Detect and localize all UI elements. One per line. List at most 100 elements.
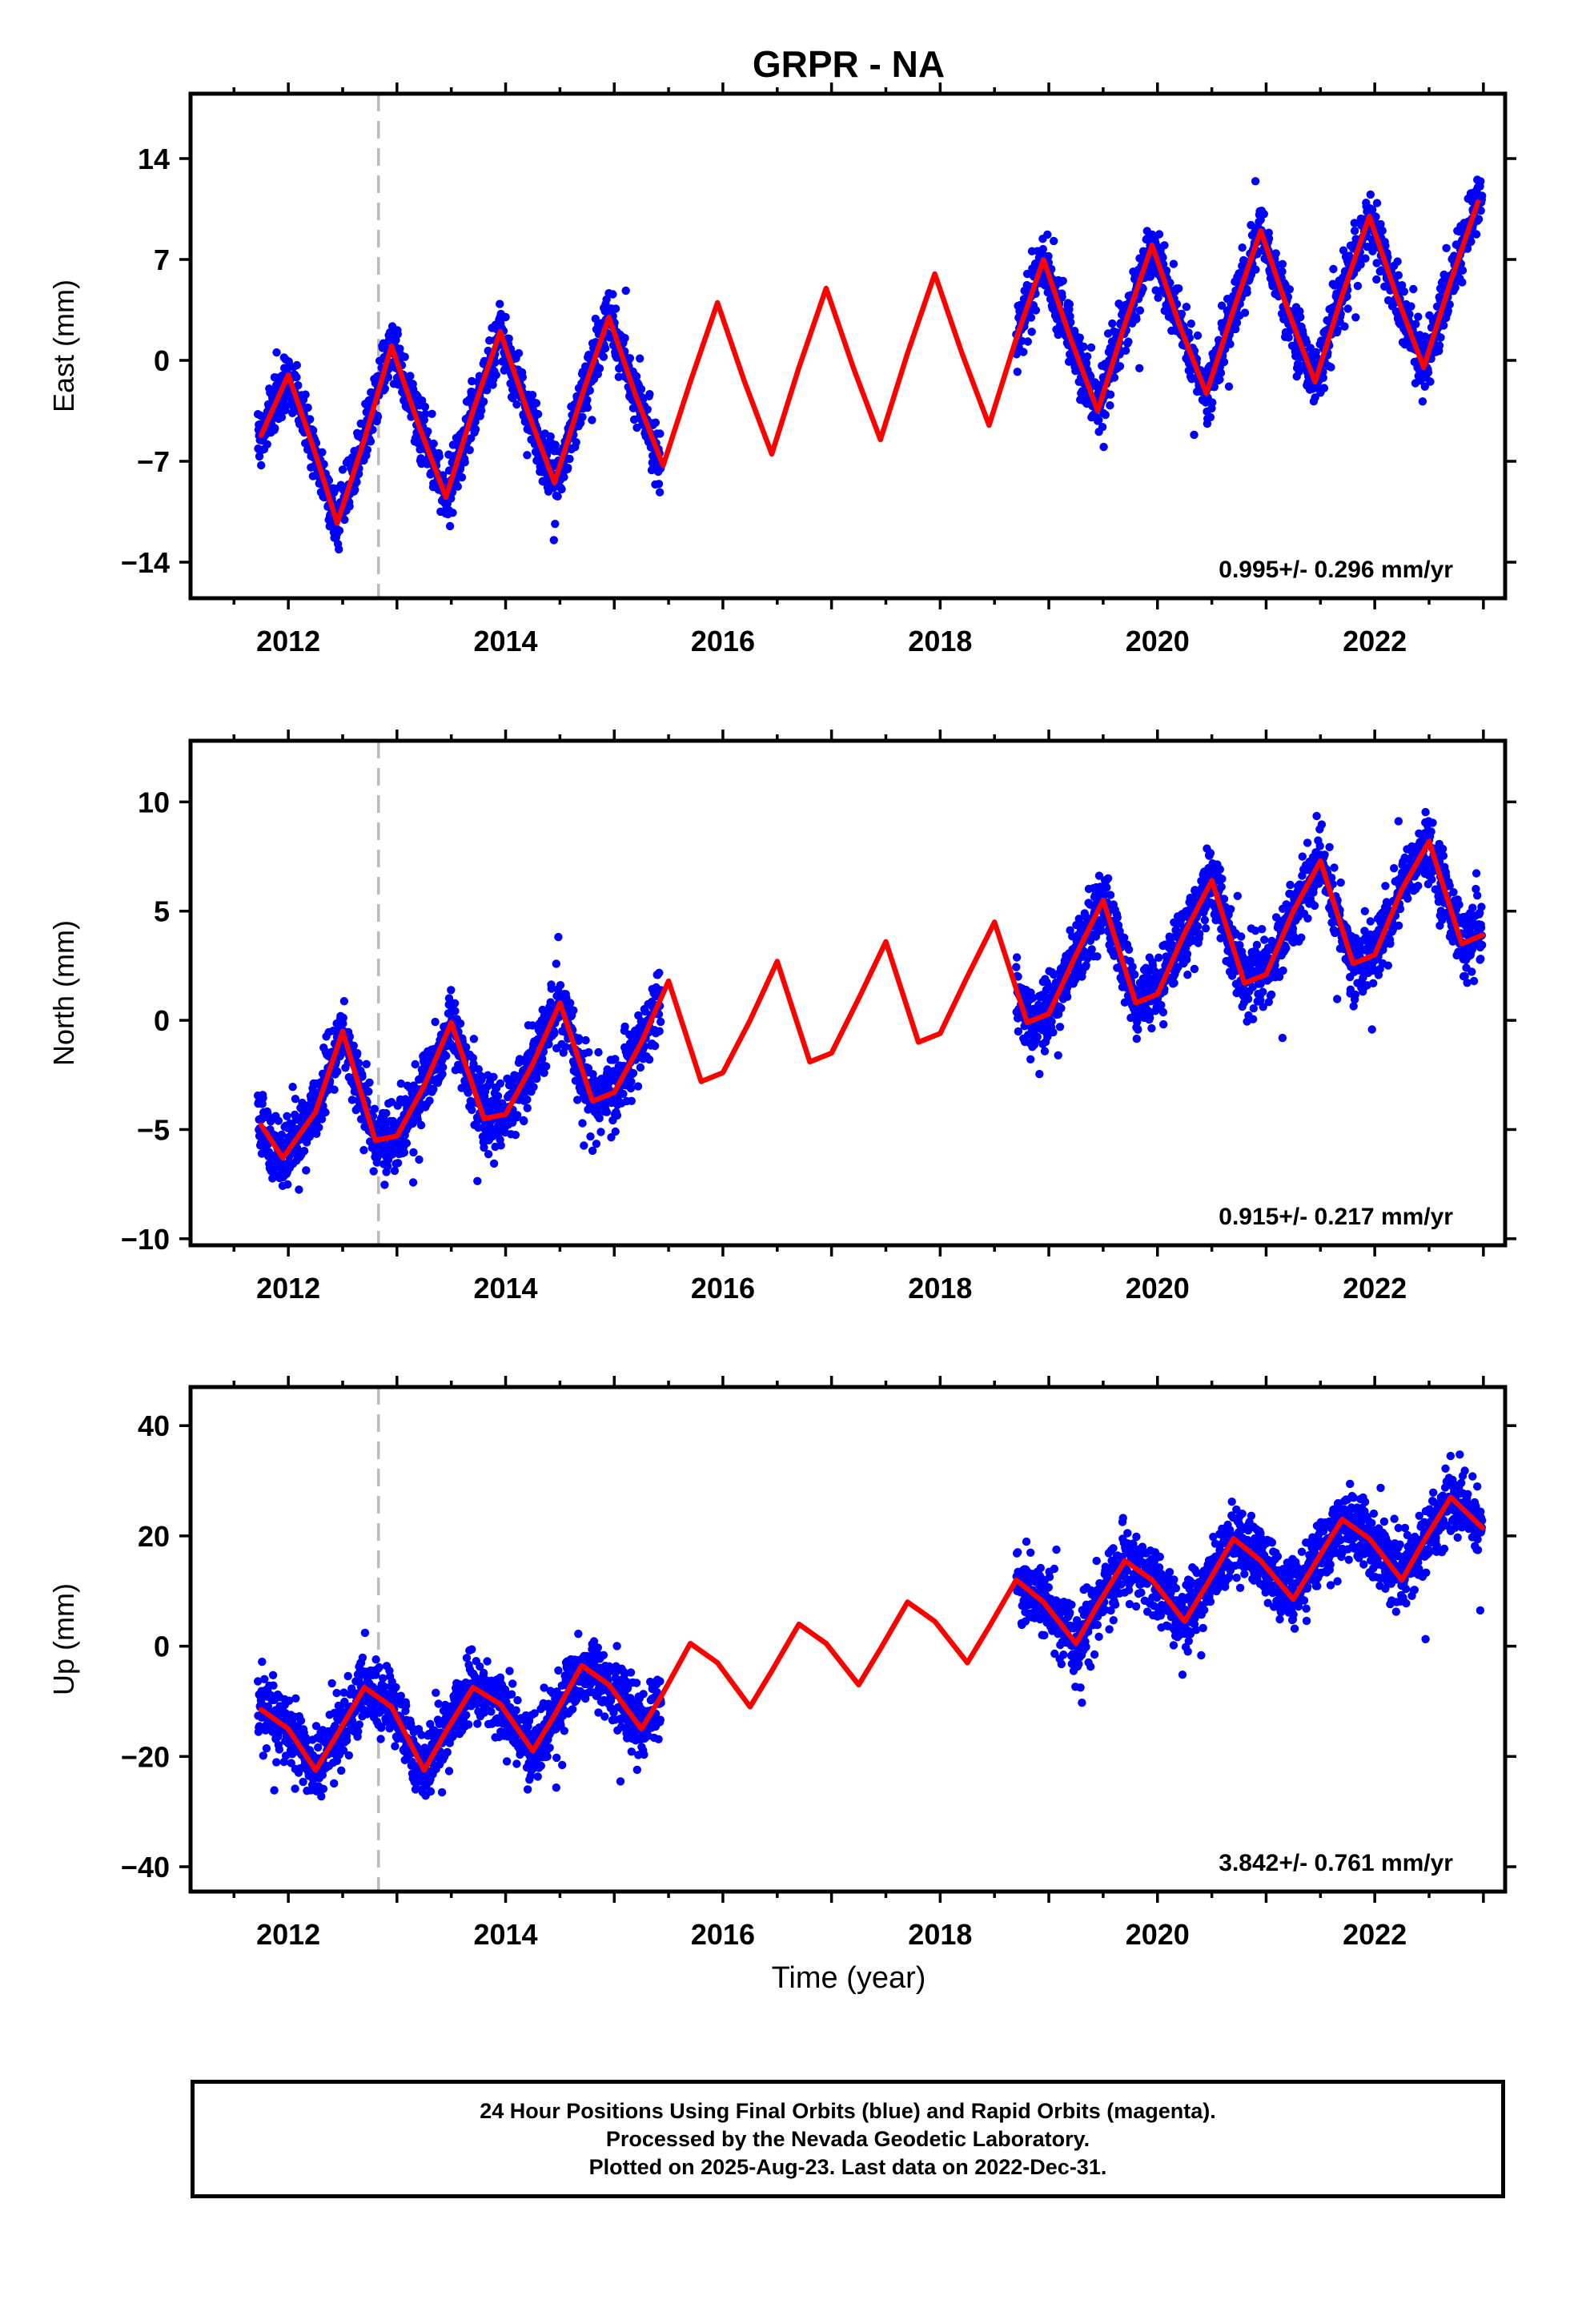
data-point (1251, 265, 1260, 274)
data-point (424, 427, 432, 436)
data-point (633, 1082, 643, 1091)
data-point (1031, 306, 1041, 315)
data-point (1160, 241, 1169, 250)
data-point (529, 1083, 538, 1092)
data-point (1082, 359, 1091, 368)
data-point (1206, 412, 1215, 422)
data-point (573, 1096, 582, 1104)
data-point (1366, 190, 1375, 199)
data-point (551, 520, 560, 529)
data-point (1414, 312, 1423, 321)
data-point (1049, 1027, 1058, 1037)
data-point (1106, 390, 1115, 399)
x-tick-label: 2022 (1343, 625, 1407, 657)
data-point (1106, 891, 1115, 899)
data-point (365, 1078, 374, 1088)
data-point (1135, 306, 1145, 315)
data-point (259, 1094, 267, 1103)
data-point (583, 396, 592, 404)
data-point (349, 1041, 358, 1051)
data-point (620, 1022, 629, 1031)
data-point (306, 415, 315, 424)
data-point (302, 1166, 311, 1175)
data-point (549, 536, 558, 545)
data-point (580, 1141, 588, 1150)
data-point (1420, 382, 1430, 391)
data-point (1478, 191, 1487, 200)
x-tick-label: 2020 (1126, 625, 1190, 657)
data-point (1232, 318, 1242, 328)
data-point (418, 396, 427, 405)
data-point (1027, 328, 1036, 336)
data-point (317, 1115, 327, 1124)
data-point (1247, 220, 1255, 230)
data-point (1033, 1032, 1042, 1042)
data-point (453, 482, 462, 491)
data-point (1014, 972, 1022, 981)
data-point (1378, 226, 1387, 235)
data-point (369, 1167, 378, 1176)
data-point (632, 423, 641, 432)
data-point (439, 1063, 448, 1072)
data-point (1418, 397, 1427, 406)
data-point (362, 1059, 371, 1069)
data-point (1124, 945, 1134, 955)
data-point (1200, 915, 1210, 925)
data-point (1311, 393, 1319, 402)
data-point (299, 1147, 309, 1156)
data-point (588, 1146, 597, 1156)
data-point (450, 999, 460, 1008)
data-point (1361, 254, 1370, 263)
y-tick-label: −7 (137, 445, 170, 478)
data-point (363, 445, 372, 454)
data-point (489, 1072, 498, 1082)
data-point (1013, 368, 1022, 376)
data-point (1215, 375, 1224, 384)
data-point (393, 1159, 403, 1168)
data-point (330, 1085, 339, 1094)
data-point (1376, 219, 1385, 229)
data-point (382, 1108, 391, 1118)
data-point (1278, 259, 1287, 268)
data-point (1174, 284, 1183, 293)
data-point (1350, 227, 1359, 235)
data-point (274, 1116, 283, 1125)
data-point (1063, 992, 1072, 1001)
data-point (496, 1079, 505, 1088)
data-point (560, 472, 568, 481)
data-point (345, 502, 354, 511)
data-point (406, 372, 415, 380)
data-point (523, 1095, 532, 1104)
data-point (380, 1180, 389, 1189)
data-point (1231, 324, 1240, 334)
data-point (592, 1140, 601, 1148)
data-point (1121, 346, 1130, 355)
data-point (566, 999, 575, 1007)
data-point (627, 1077, 636, 1086)
data-point (596, 1128, 605, 1136)
data-point (268, 1174, 277, 1183)
data-point (335, 545, 343, 554)
data-point (1057, 1003, 1066, 1013)
data-point (1101, 410, 1110, 420)
data-point (1087, 945, 1096, 954)
data-point (272, 348, 281, 357)
data-point (645, 390, 654, 399)
data-point (565, 454, 574, 464)
data-point (288, 1083, 297, 1092)
data-point (656, 429, 665, 438)
data-point (1186, 320, 1196, 328)
data-point (428, 409, 436, 418)
data-point (1066, 318, 1075, 327)
data-point (1026, 313, 1036, 322)
data-point (1162, 266, 1171, 275)
data-point (564, 464, 572, 472)
data-point (1079, 342, 1088, 352)
data-point (415, 1155, 424, 1164)
data-point (1284, 333, 1293, 342)
data-point (1093, 952, 1102, 961)
data-point (1243, 288, 1251, 297)
data-point (1128, 963, 1137, 971)
data-point (471, 417, 480, 426)
